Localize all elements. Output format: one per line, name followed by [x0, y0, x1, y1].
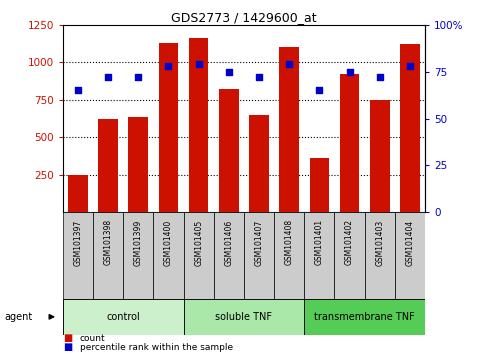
Text: GSM101407: GSM101407: [255, 219, 264, 266]
Bar: [184, 299, 304, 335]
Bar: [304, 299, 425, 335]
Bar: [158, 43, 178, 212]
Text: ■: ■: [63, 333, 72, 343]
Point: [195, 61, 202, 67]
Bar: [365, 212, 395, 299]
Text: GSM101402: GSM101402: [345, 219, 354, 266]
Bar: [98, 119, 118, 212]
Text: transmembrane TNF: transmembrane TNF: [314, 312, 415, 322]
Bar: [63, 212, 93, 299]
Bar: [184, 212, 213, 299]
Text: GSM101397: GSM101397: [73, 219, 83, 266]
Bar: [189, 38, 209, 212]
Text: control: control: [106, 312, 140, 322]
Bar: [310, 158, 329, 212]
Point: [134, 74, 142, 80]
Point: [346, 69, 354, 74]
Point: [104, 74, 112, 80]
Point: [225, 69, 233, 74]
Point: [255, 74, 263, 80]
Bar: [154, 212, 184, 299]
Bar: [68, 175, 88, 212]
Bar: [395, 212, 425, 299]
Text: GSM101398: GSM101398: [103, 219, 113, 266]
Text: ■: ■: [63, 342, 72, 352]
Point: [406, 63, 414, 69]
Bar: [213, 212, 244, 299]
Point: [285, 61, 293, 67]
Bar: [334, 212, 365, 299]
Bar: [274, 212, 304, 299]
Point: [315, 87, 323, 93]
Text: GSM101401: GSM101401: [315, 219, 324, 266]
Bar: [128, 117, 148, 212]
Bar: [219, 89, 239, 212]
Text: GSM101399: GSM101399: [134, 219, 143, 266]
Text: GSM101403: GSM101403: [375, 219, 384, 266]
Text: GSM101404: GSM101404: [405, 219, 414, 266]
Bar: [123, 212, 154, 299]
Text: GSM101406: GSM101406: [224, 219, 233, 266]
Bar: [304, 212, 334, 299]
Text: GSM101405: GSM101405: [194, 219, 203, 266]
Text: agent: agent: [5, 312, 33, 322]
Bar: [400, 44, 420, 212]
Text: GSM101408: GSM101408: [284, 219, 294, 266]
Point: [74, 87, 82, 93]
Bar: [244, 212, 274, 299]
Point: [376, 74, 384, 80]
Bar: [63, 299, 184, 335]
Bar: [340, 74, 359, 212]
Title: GDS2773 / 1429600_at: GDS2773 / 1429600_at: [171, 11, 317, 24]
Point: [165, 63, 172, 69]
Text: percentile rank within the sample: percentile rank within the sample: [80, 343, 233, 352]
Text: GSM101400: GSM101400: [164, 219, 173, 266]
Text: count: count: [80, 335, 105, 343]
Bar: [279, 47, 299, 212]
Text: soluble TNF: soluble TNF: [215, 312, 272, 322]
Bar: [93, 212, 123, 299]
Bar: [370, 100, 390, 212]
Bar: [249, 115, 269, 212]
